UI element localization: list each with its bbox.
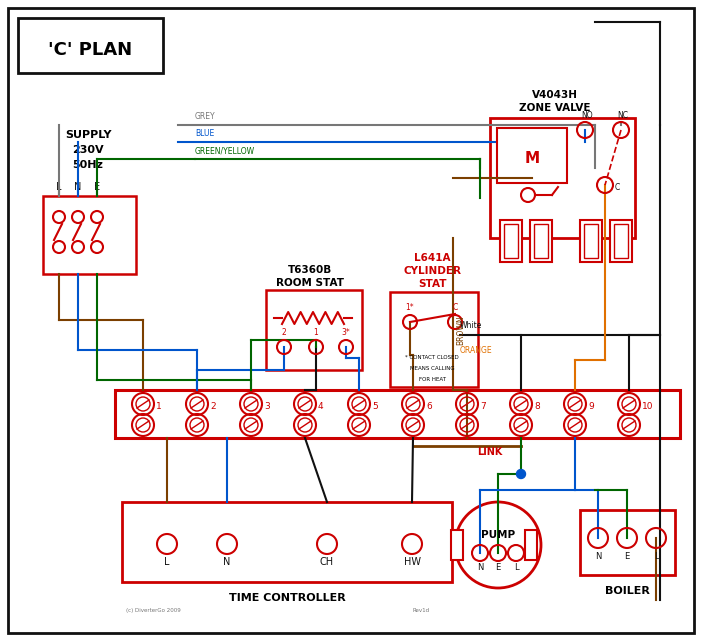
Text: L: L (164, 557, 170, 567)
Text: 5: 5 (372, 401, 378, 410)
Circle shape (517, 469, 526, 478)
Text: N: N (74, 182, 81, 192)
Text: 50Hz: 50Hz (72, 160, 103, 170)
Text: N: N (477, 563, 483, 572)
Text: 2: 2 (210, 401, 216, 410)
Bar (497, 128, 567, 183)
Text: M: M (524, 151, 540, 165)
Bar (504, 224, 518, 258)
Text: 10: 10 (642, 401, 654, 410)
Text: PUMP: PUMP (481, 530, 515, 540)
Text: T6360B: T6360B (288, 265, 332, 275)
Text: V4043H: V4043H (532, 90, 578, 100)
Bar (115, 390, 680, 438)
Bar (610, 220, 632, 262)
Text: MEANS CALLING: MEANS CALLING (410, 365, 454, 370)
Text: White: White (460, 321, 482, 330)
Text: TIME CONTROLLER: TIME CONTROLLER (229, 593, 345, 603)
Bar (266, 290, 362, 370)
Text: ROOM STAT: ROOM STAT (276, 278, 344, 288)
Text: N: N (595, 552, 601, 561)
Text: 3*: 3* (342, 328, 350, 337)
Text: 7: 7 (480, 401, 486, 410)
Text: GREY: GREY (195, 112, 216, 121)
Text: * CONTACT CLOSED: * CONTACT CLOSED (405, 354, 459, 360)
Text: 'C' PLAN: 'C' PLAN (48, 41, 132, 59)
Bar (490, 118, 635, 238)
Bar (525, 530, 537, 560)
Text: 4: 4 (318, 401, 324, 410)
Text: E: E (624, 552, 630, 561)
Text: GREEN/YELLOW: GREEN/YELLOW (195, 146, 255, 155)
Text: ORANGE: ORANGE (460, 346, 493, 355)
Bar (500, 220, 522, 262)
Text: L: L (56, 182, 62, 192)
Text: 1: 1 (156, 401, 161, 410)
Text: L: L (654, 552, 658, 561)
Text: 6: 6 (426, 401, 432, 410)
Text: (c) DiverterGo 2009: (c) DiverterGo 2009 (126, 608, 180, 613)
Text: HW: HW (404, 557, 420, 567)
Text: 2: 2 (282, 328, 286, 337)
Text: L641A: L641A (413, 253, 450, 263)
Text: CH: CH (320, 557, 334, 567)
Bar (580, 220, 602, 262)
Bar (530, 220, 552, 262)
Text: SUPPLY: SUPPLY (65, 130, 111, 140)
Text: 1: 1 (314, 328, 319, 337)
Text: E: E (94, 182, 100, 192)
Bar (451, 530, 463, 560)
Text: ZONE VALVE: ZONE VALVE (519, 103, 591, 113)
Text: E: E (496, 563, 501, 572)
Text: BLUE: BLUE (195, 129, 214, 138)
Bar (580, 510, 675, 575)
Bar (584, 224, 598, 258)
Text: L: L (514, 563, 518, 572)
Text: C: C (615, 183, 621, 192)
Bar (122, 502, 452, 582)
Text: STAT: STAT (418, 279, 446, 289)
Text: 3: 3 (264, 401, 270, 410)
Text: FOR HEAT: FOR HEAT (418, 376, 446, 381)
Text: NO: NO (581, 111, 592, 120)
Bar (43, 196, 136, 274)
Bar (614, 224, 628, 258)
Text: Rev1d: Rev1d (412, 608, 429, 613)
Text: 8: 8 (534, 401, 540, 410)
Text: C: C (452, 303, 458, 312)
Text: 9: 9 (588, 401, 594, 410)
Text: BOILER: BOILER (605, 586, 650, 596)
Bar (18, 18, 163, 73)
Text: BROWN: BROWN (456, 315, 465, 345)
Text: NC: NC (617, 111, 628, 120)
Text: CYLINDER: CYLINDER (403, 266, 461, 276)
Text: 1*: 1* (406, 303, 414, 312)
Bar (534, 224, 548, 258)
Text: N: N (223, 557, 231, 567)
Text: LINK: LINK (477, 447, 503, 457)
Bar (390, 292, 478, 387)
Text: 230V: 230V (72, 145, 104, 155)
